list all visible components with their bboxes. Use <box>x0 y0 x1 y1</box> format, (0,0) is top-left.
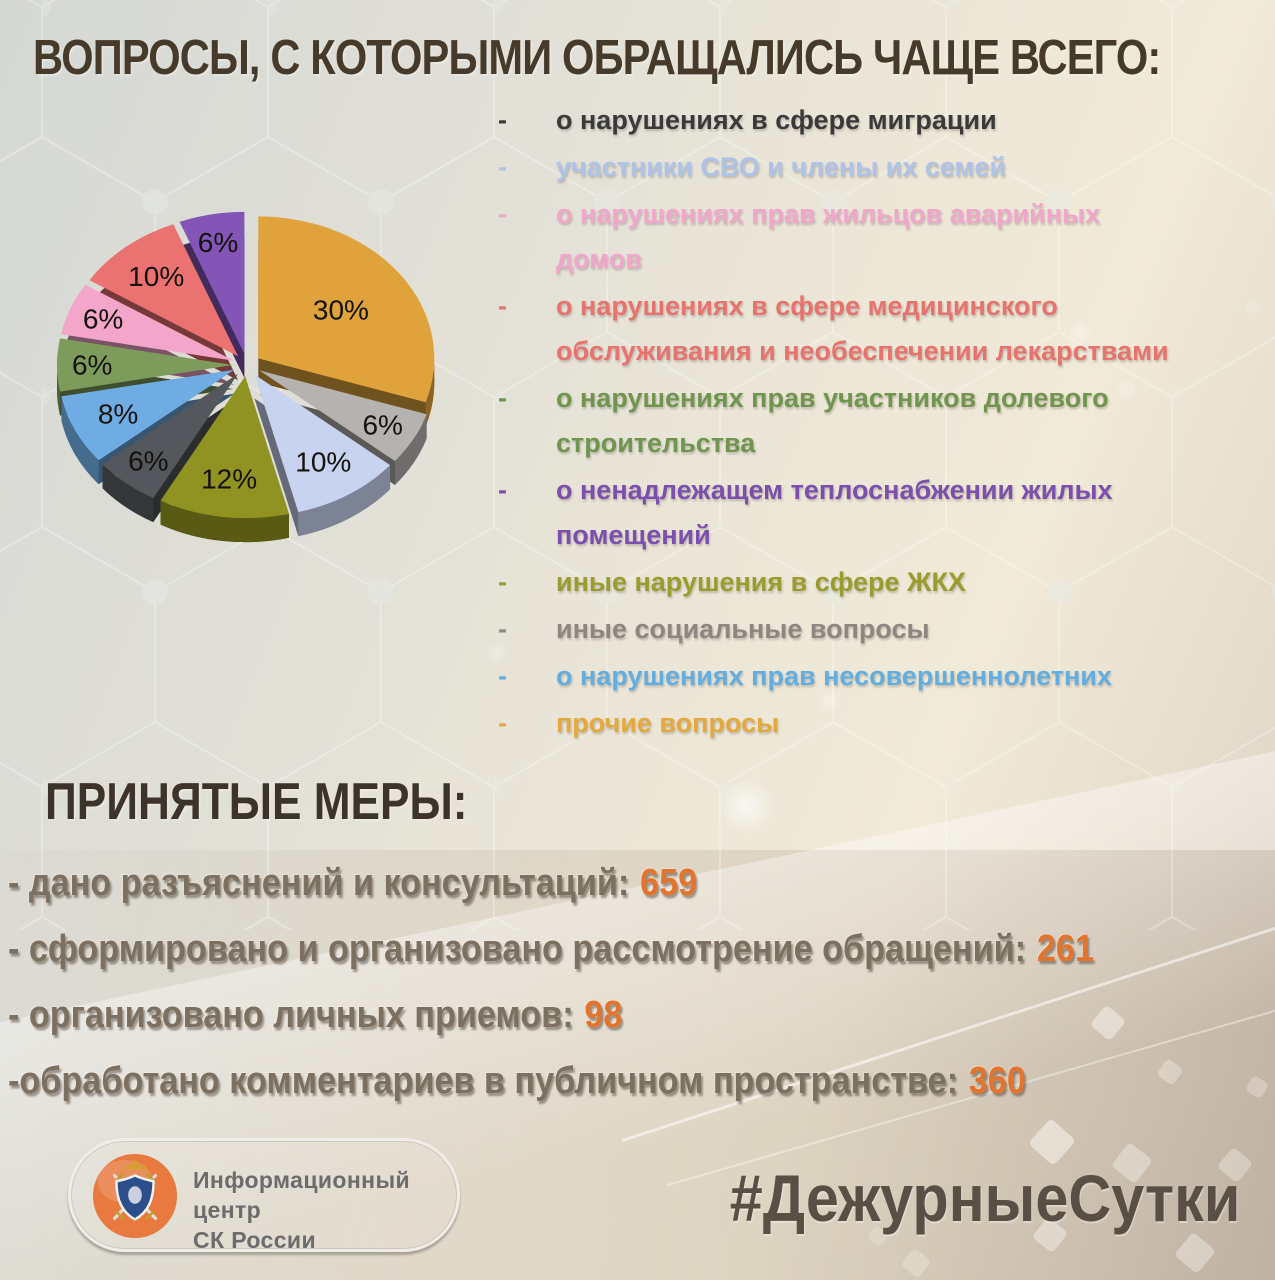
legend-item: - о нарушениях в сфере миграции <box>468 98 1258 143</box>
pie-slice <box>160 376 289 519</box>
legend-item: - прочие вопросы <box>468 701 1258 746</box>
pie-slice <box>102 464 154 523</box>
legend-item: - о нарушениях прав участников долевого ст… <box>468 376 1258 466</box>
measure-value: 659 <box>640 862 698 904</box>
pie-slice <box>298 465 391 537</box>
pie-slice-label: 6% <box>83 304 123 335</box>
measure-label: - дано разъяснений и консультаций: <box>8 862 630 904</box>
legend-item-label: иные социальные вопросы <box>556 614 930 644</box>
legend-item-label: о нарушениях прав несовершеннолетних <box>556 661 1112 691</box>
legend-item-label: о ненадлежащем теплоснабжении жилых помещ… <box>556 475 1113 550</box>
pie-slice <box>56 365 61 416</box>
org-name-line1: Информационный центр <box>193 1167 411 1223</box>
legend-item: - иные нарушения в сфере ЖКХ <box>468 560 1258 605</box>
pie-slice <box>61 369 235 461</box>
legend-item: - о нарушениях прав несовершеннолетних <box>468 654 1258 699</box>
legend-item: - иные социальные вопросы <box>468 607 1258 652</box>
measure-line: - дано разъяснений и консультаций: 659 <box>8 862 1148 905</box>
pie-slice <box>425 358 435 427</box>
pie-slice-label: 8% <box>98 398 138 429</box>
decor-dot <box>718 778 774 834</box>
legend-bullet: - <box>498 199 507 229</box>
legend-item-label: иные нарушения в сфере ЖКХ <box>556 567 966 597</box>
measure-label: - организовано личных приемов: <box>8 994 574 1036</box>
legend-bullet: - <box>498 105 507 135</box>
legend-bullet: - <box>498 291 507 321</box>
legend-item-label: участники СВО и члены их семей <box>556 152 1007 182</box>
legend-item-label: о нарушениях в сфере медицинского обслужи… <box>556 291 1169 366</box>
pie-chart: 30%6%10%12%6%8%6%6%10%6% <box>56 211 435 543</box>
legend-bullet: - <box>498 152 507 182</box>
hashtag: #ДежурныеСутки <box>729 1161 1240 1235</box>
measures-heading: ПРИНЯТЫЕ МЕРЫ: <box>45 773 468 831</box>
org-name-line2: СК России <box>193 1227 317 1253</box>
measure-line: - организовано личных приемов: 98 <box>8 994 1148 1037</box>
org-name: Информационный центр СК России <box>193 1165 457 1255</box>
chart-legend: - о нарушениях в сфере миграции - участники… <box>468 98 1258 748</box>
pie-slice <box>102 373 239 499</box>
measures-list: - дано разъяснений и консультаций: 659 - с… <box>8 862 1275 1126</box>
legend-item: - участники СВО и члены их семей <box>468 145 1258 190</box>
measure-label: -обработано комментариев в публичном про… <box>8 1060 958 1102</box>
pie-slice-label: 6% <box>362 410 402 441</box>
legend-item-label: о нарушениях прав жильцов аварийных домов <box>556 199 1101 274</box>
legend-item-label: прочие вопросы <box>556 708 780 738</box>
pie-chart-container: 30% 6% 10% 12% 6% 8% 6% 6% 10% 6% <box>30 190 470 585</box>
pie-slice <box>61 396 99 485</box>
legend-bullet: - <box>498 708 507 738</box>
pie-slice <box>160 500 289 543</box>
pie-slice-label: 6% <box>198 227 238 258</box>
pie-slice <box>61 284 234 361</box>
pie-slice <box>89 224 239 357</box>
legend-item: - о нарушениях в сфере медицинского обслуж… <box>468 284 1258 374</box>
legend-bullet: - <box>498 475 507 505</box>
pie-slice-label: 12% <box>201 464 257 495</box>
measure-value: 360 <box>968 1060 1026 1102</box>
pie-slice-label: 6% <box>128 446 168 477</box>
pie-slice-label: 10% <box>295 447 351 478</box>
pie-slice-label: 10% <box>128 261 184 292</box>
pie-slice <box>179 211 245 354</box>
legend-bullet: - <box>498 614 507 644</box>
measure-line: - сформировано и организовано рассмотрен… <box>8 928 1148 971</box>
legend-item: - о нарушениях прав жильцов аварийных домо… <box>468 192 1258 282</box>
legend-bullet: - <box>498 661 507 691</box>
decor-dot <box>818 690 840 712</box>
pie-slice-label: 6% <box>72 350 112 381</box>
legend-item-label: о нарушениях в сфере миграции <box>556 105 997 135</box>
pie-slice-label: 30% <box>313 295 369 326</box>
measure-value: 261 <box>1036 928 1094 970</box>
pie-slice <box>56 338 233 392</box>
sk-emblem-icon <box>92 1153 178 1239</box>
legend-bullet: - <box>498 567 507 597</box>
page-title: ВОПРОСЫ, С КОТОРЫМИ ОБРАЩАЛИСЬ ЧАЩЕ ВСЕГ… <box>33 31 1161 85</box>
legend-bullet: - <box>498 383 507 413</box>
measure-value: 98 <box>584 994 623 1036</box>
pie-slice <box>394 414 427 485</box>
legend-item-label: о нарушениях прав участников долевого стр… <box>556 383 1109 458</box>
decor-dot <box>1068 320 1092 344</box>
decor-dot <box>486 642 508 664</box>
pie-slice <box>259 370 427 461</box>
legend-item: - о ненадлежащем теплоснабжении жилых поме… <box>468 468 1258 558</box>
pie-slice <box>254 374 391 513</box>
measure-label: - сформировано и организовано рассмотрен… <box>8 928 1027 970</box>
org-badge: Информационный центр СК России <box>68 1138 460 1255</box>
measure-line: -обработано комментариев в публичном про… <box>8 1060 1148 1103</box>
pie-slice <box>258 216 435 403</box>
